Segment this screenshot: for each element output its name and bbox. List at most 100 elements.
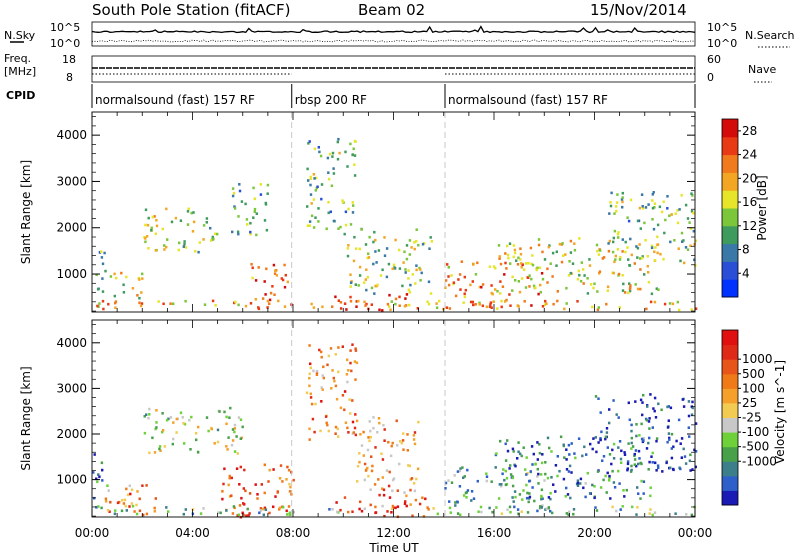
data-cell [378, 308, 381, 312]
data-cell [388, 305, 391, 308]
data-cell [184, 508, 187, 511]
data-cell [199, 512, 203, 515]
data-cell [648, 417, 651, 420]
data-cell [537, 292, 540, 296]
data-cell [355, 300, 358, 303]
data-cell [307, 179, 310, 182]
data-cell [612, 399, 615, 402]
data-cell [488, 506, 491, 510]
data-cell [627, 258, 630, 261]
data-cell [268, 302, 271, 306]
data-cell [399, 440, 402, 443]
data-cell [506, 244, 509, 248]
data-cell [582, 486, 585, 490]
data-cell [264, 508, 268, 511]
data-cell [565, 468, 569, 471]
data-cell [416, 307, 419, 310]
data-cell [306, 224, 310, 227]
data-cell [360, 444, 364, 447]
data-cell [573, 452, 576, 455]
data-cell [495, 452, 498, 455]
data-cell [205, 217, 209, 220]
data-cell [585, 453, 588, 456]
data-cell [393, 266, 396, 269]
data-cell [545, 507, 548, 510]
data-cell [266, 306, 269, 309]
data-cell [644, 239, 647, 242]
data-cell [242, 513, 245, 517]
data-cell [565, 458, 568, 461]
data-cell [386, 302, 390, 306]
data-cell [691, 468, 694, 471]
data-cell [318, 348, 321, 352]
data-cell [444, 481, 448, 485]
data-cell [416, 467, 420, 471]
colorbar-tick-label: 4 [742, 266, 750, 280]
data-cell [458, 485, 462, 488]
data-cell [421, 242, 425, 246]
data-cell [513, 505, 516, 509]
colorbar-swatch [722, 432, 738, 448]
data-cell [604, 437, 607, 441]
data-cell [644, 206, 648, 209]
cpid-segment-label: normalsound (fast) 157 RF [95, 93, 255, 107]
data-cell [102, 307, 105, 311]
data-cell [415, 264, 418, 267]
data-cell [520, 454, 523, 458]
data-cell [637, 449, 641, 453]
data-cell [630, 464, 633, 468]
data-cell [519, 252, 523, 256]
data-cell [322, 365, 325, 369]
data-cell [611, 250, 615, 254]
data-cell [383, 514, 386, 518]
data-cell [642, 437, 645, 440]
data-cell [541, 277, 545, 281]
data-cell [404, 297, 407, 300]
data-cell [532, 284, 536, 288]
data-cell [459, 513, 462, 517]
data-cell [314, 402, 317, 406]
data-cell [680, 456, 683, 459]
data-cell [502, 468, 505, 471]
data-cell [228, 495, 232, 498]
data-cell [498, 257, 501, 260]
data-cell [308, 438, 311, 441]
y-tick-label: 2000 [56, 221, 87, 235]
colorbar-tick-label: 500 [742, 367, 765, 381]
data-cell [404, 271, 407, 274]
data-cell [376, 283, 379, 287]
data-cell [415, 268, 418, 272]
data-cell [595, 509, 599, 512]
data-cell [600, 430, 603, 434]
data-cell [194, 250, 197, 253]
data-cell [639, 257, 642, 260]
data-cell [623, 453, 627, 456]
data-cell [390, 507, 394, 511]
data-cell [655, 437, 659, 440]
data-cell [382, 488, 386, 492]
data-cell [642, 480, 646, 483]
data-cell [597, 441, 600, 444]
data-cell [653, 300, 657, 304]
data-cell [217, 511, 220, 514]
colorbar-swatch [722, 388, 738, 404]
data-cell [647, 280, 651, 284]
data-cell [145, 484, 148, 487]
data-cell [527, 261, 530, 265]
data-cell [504, 442, 507, 446]
data-cell [621, 200, 624, 204]
data-cell [617, 469, 620, 473]
data-cell [239, 465, 242, 469]
data-cell [552, 302, 555, 306]
data-cell [95, 506, 98, 509]
data-cell [313, 147, 317, 151]
data-cell [248, 512, 251, 515]
data-cell [355, 361, 359, 365]
data-cell [481, 304, 484, 308]
data-cell [613, 229, 617, 233]
data-cell [494, 266, 497, 270]
y-axis-label: Slant Range [km] [19, 366, 33, 470]
data-cell [309, 392, 312, 396]
data-cell [550, 476, 553, 479]
data-cell [571, 262, 575, 265]
